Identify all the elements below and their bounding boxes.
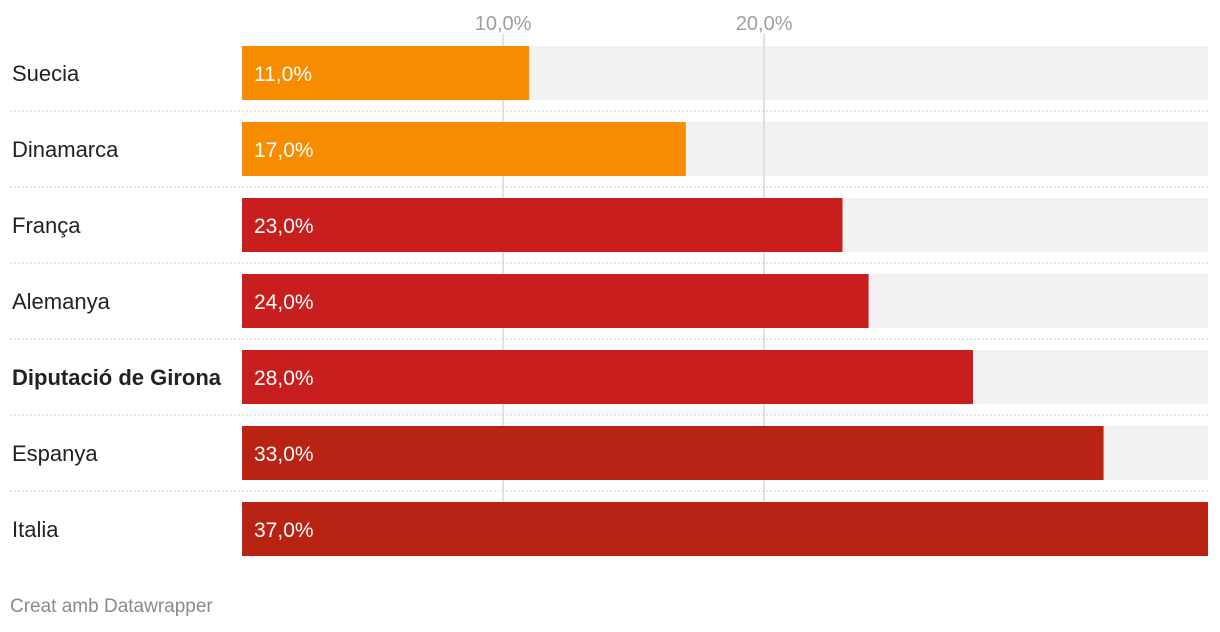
category-label: Italia xyxy=(12,517,59,542)
bar-value-label: 28,0% xyxy=(254,367,314,390)
bar xyxy=(242,274,869,328)
footer-credit: Creat amb Datawrapper xyxy=(10,596,213,617)
category-label: Espanya xyxy=(12,441,98,466)
bar-value-label: 37,0% xyxy=(254,519,314,542)
bar-value-label: 17,0% xyxy=(254,139,314,162)
category-label: Dinamarca xyxy=(12,137,119,162)
bar-value-label: 33,0% xyxy=(254,443,314,466)
bar xyxy=(242,502,1208,556)
x-tick-label: 10,0% xyxy=(475,13,532,35)
bar-value-label: 23,0% xyxy=(254,215,314,238)
bar-value-label: 24,0% xyxy=(254,291,314,314)
bar xyxy=(242,350,974,404)
category-label: Suecia xyxy=(12,61,80,86)
bar xyxy=(242,122,686,176)
category-label: Alemanya xyxy=(12,289,111,314)
bar xyxy=(242,426,1104,480)
x-tick-label: 20,0% xyxy=(736,13,793,35)
bar-value-label: 11,0% xyxy=(254,63,312,86)
category-label: França xyxy=(12,213,81,238)
bar-chart: 10,0% 20,0% 11,0% Suecia 17,0% Dinamarca 23,0… xyxy=(10,13,1208,556)
bar xyxy=(242,46,530,100)
bar xyxy=(242,198,843,252)
category-label: Diputació de Girona xyxy=(12,365,222,390)
